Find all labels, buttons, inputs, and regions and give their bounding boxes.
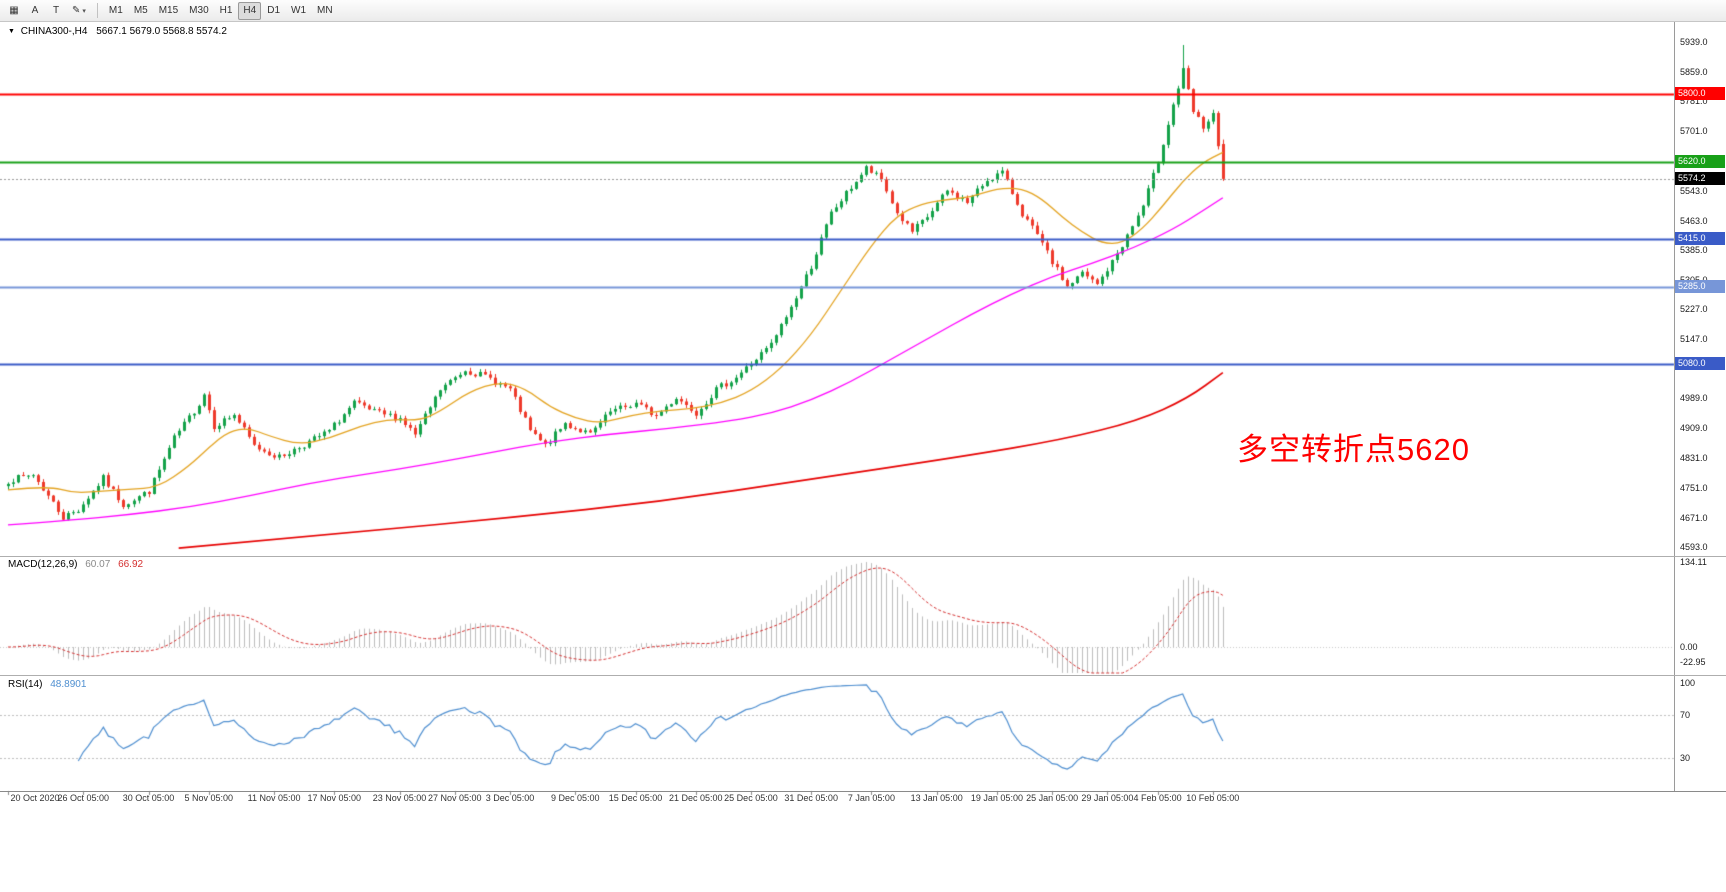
time-axis-label: 30 Oct 05:00	[122, 793, 175, 803]
current-price-tag: 5574.2	[1675, 171, 1725, 185]
pencil-icon: ✎	[72, 5, 81, 16]
time-axis-label: 21 Dec 05:00	[668, 793, 723, 803]
time-axis-label: 10 Feb 05:00	[1186, 793, 1240, 803]
price-axis-tick: 5859.0	[1680, 67, 1708, 77]
macd-axis-tick: 134.11	[1680, 557, 1707, 567]
macd-axis-tick: -22.95	[1680, 656, 1706, 667]
rsi-axis-tick: 100	[1680, 678, 1696, 688]
price-axis-tick: 5701.0	[1680, 126, 1708, 137]
price-axis-tick: 5781.0	[1680, 96, 1708, 107]
time-axis-label: 5 Nov 05:00	[184, 793, 234, 803]
draw-tool-button[interactable]: ✎ ▾	[67, 2, 91, 20]
panel-separator-macd[interactable]	[0, 556, 1726, 557]
time-axis-label: 20 Oct 2020	[10, 793, 60, 803]
price-level-tag[interactable]: 5620.0	[1675, 154, 1725, 168]
price-axis-line	[1674, 22, 1675, 791]
time-axis-label: 25 Dec 05:00	[724, 793, 778, 803]
period-mn-button[interactable]: MN	[312, 2, 338, 20]
time-axis-label: 11 Nov 05:00	[247, 793, 301, 803]
rsi-value: 48.8901	[50, 679, 87, 690]
macd-label: MACD(12,26,9)	[8, 559, 78, 570]
rsi-label: RSI(14)	[8, 679, 43, 690]
time-axis-label: 13 Jan 05:00	[910, 793, 963, 803]
macd-header: MACD(12,26,9) 60.07 66.92	[8, 559, 148, 570]
period-m5-button[interactable]: M5	[129, 2, 153, 20]
rsi-axis-tick: 70	[1680, 709, 1691, 720]
price-axis-tick: 5463.0	[1680, 215, 1708, 226]
period-d1-button[interactable]: D1	[262, 2, 285, 20]
ohlc-values: 5667.1 5679.0 5568.8 5574.2	[96, 26, 227, 37]
price-axis-tick: 5385.0	[1680, 244, 1708, 255]
time-axis-label: 26 Oct 05:00	[57, 793, 110, 803]
price-axis-tick: 4989.0	[1680, 393, 1708, 404]
price-level-tag[interactable]: 5800.0	[1675, 87, 1725, 101]
time-axis-label: 29 Jan 05:00	[1081, 793, 1134, 803]
time-axis-label: 23 Nov 05:00	[372, 793, 427, 803]
time-axis-border	[0, 791, 1726, 792]
time-axis-label: 31 Dec 05:00	[784, 793, 838, 803]
period-m15-button[interactable]: M15	[154, 2, 183, 20]
time-axis-label: 17 Nov 05:00	[307, 793, 362, 803]
price-axis-tick: 4831.0	[1680, 452, 1708, 463]
price-axis-tick: 5939.0	[1680, 37, 1708, 47]
chart-annotation-text[interactable]: 多空转折点5620	[1237, 432, 1470, 467]
timeframe-buttons: M1 M5 M15 M30 H1 H4 D1 W1 MN	[104, 1, 338, 20]
chevron-down-icon: ▾	[82, 7, 86, 15]
price-axis-tick: 5227.0	[1680, 304, 1708, 315]
period-w1-button[interactable]: W1	[286, 2, 311, 20]
macd-main-value: 60.07	[85, 559, 111, 570]
period-h1-button[interactable]: H1	[215, 2, 238, 20]
grid-tool-button[interactable]: ▦	[4, 2, 24, 20]
macd-signal-value: 66.92	[118, 559, 144, 570]
toolbar: ▦ A T ✎ ▾ M1 M5 M15 M30 H1 H4 D1 W1 MN	[0, 0, 1726, 22]
time-axis-label: 19 Jan 05:00	[970, 793, 1023, 803]
price-axis-tick: 5543.0	[1680, 185, 1708, 196]
chart-symbol-header: ▼ CHINA300-,H4 5667.1 5679.0 5568.8 5574…	[8, 26, 227, 37]
cursor-a-tool-button[interactable]: A	[25, 2, 45, 20]
time-axis-label: 3 Dec 05:00	[485, 793, 535, 803]
panel-separator-rsi[interactable]	[0, 675, 1726, 676]
price-axis-tick: 5305.0	[1680, 275, 1708, 285]
price-axis-tick: 5147.0	[1680, 334, 1708, 345]
rsi-axis-tick: 30	[1680, 753, 1691, 764]
price-level-tag[interactable]: 5285.0	[1675, 280, 1725, 294]
time-axis-label: 7 Jan 05:00	[847, 793, 895, 803]
price-axis-tick: 4593.0	[1680, 542, 1708, 552]
toolbar-separator	[96, 3, 98, 18]
period-m30-button[interactable]: M30	[184, 2, 213, 20]
price-axis-tick: 4671.0	[1680, 512, 1708, 523]
period-h4-button[interactable]: H4	[238, 1, 262, 20]
period-m1-button[interactable]: M1	[104, 2, 128, 20]
price-level-tag[interactable]: 5080.0	[1675, 357, 1725, 371]
text-tool-button[interactable]: T	[46, 2, 66, 20]
price-level-tag[interactable]: 5415.0	[1675, 231, 1725, 245]
time-axis-label: 4 Feb 05:00	[1133, 793, 1182, 803]
symbol-period-label: CHINA300-,H4	[20, 26, 88, 37]
price-axis-tick: 4909.0	[1680, 423, 1708, 434]
price-axis-tick: 4751.0	[1680, 482, 1708, 493]
time-axis-label: 25 Jan 05:00	[1026, 793, 1079, 803]
time-axis-label: 9 Dec 05:00	[550, 793, 600, 803]
triangle-down-icon[interactable]: ▼	[8, 28, 15, 35]
time-axis-label: 15 Dec 05:00	[608, 793, 663, 803]
macd-axis-tick: 0.00	[1680, 642, 1698, 652]
time-axis-label: 27 Nov 05:00	[427, 793, 482, 803]
rsi-header: RSI(14) 48.8901	[8, 679, 91, 690]
